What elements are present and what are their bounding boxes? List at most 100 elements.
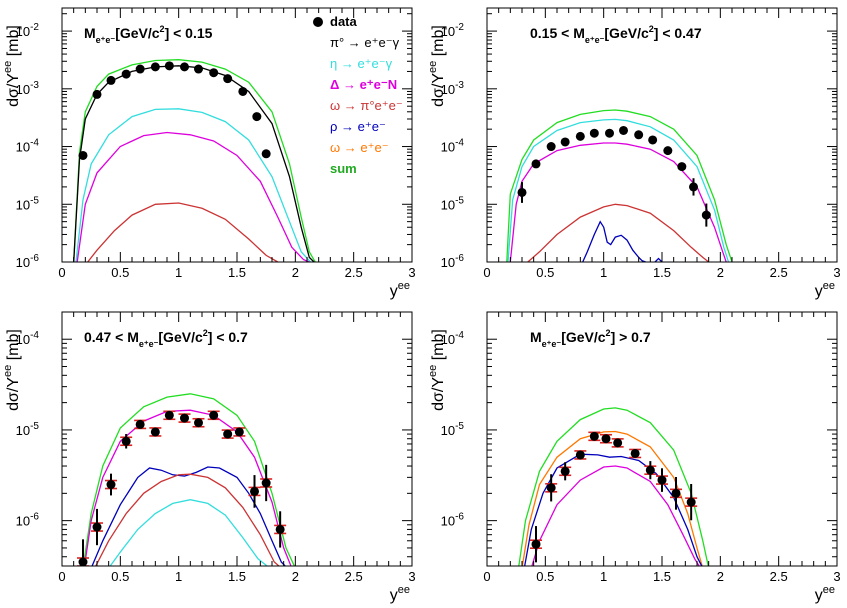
chart-panel-2: 0 0.5 1 1.5 2 2.5 310-610-510-410-310-2yeedσ/Y…	[427, 7, 841, 300]
data-marker	[250, 486, 259, 496]
x-tick-label: 2	[292, 569, 299, 584]
data-marker	[560, 137, 570, 147]
x-axis-title-main: y	[815, 283, 823, 300]
y-tick-base: 10	[16, 24, 30, 39]
y-tick-exponent: -6	[30, 512, 39, 523]
data-marker	[619, 125, 628, 135]
series-line-3	[75, 108, 311, 262]
x-tick-label: 3	[833, 569, 840, 584]
data-marker	[689, 182, 698, 192]
x-axis-title-main: y	[390, 587, 398, 604]
data-point-7	[605, 128, 614, 138]
data-point-13	[252, 112, 262, 122]
data-point-3	[559, 462, 572, 481]
data-marker	[150, 62, 160, 72]
y-tick-exponent: -6	[30, 253, 39, 264]
y-tick-label: 10-4	[16, 330, 40, 347]
x-tick-label: 0.5	[111, 265, 129, 280]
data-marker	[164, 61, 174, 71]
data-marker	[605, 128, 614, 138]
curves	[506, 109, 733, 262]
data-point-7	[611, 438, 624, 448]
series-line-3	[91, 466, 287, 566]
series-line-6	[654, 257, 663, 262]
series-line-4	[95, 473, 280, 566]
x-axis-title-main: y	[390, 283, 398, 300]
y-axis-title-main: dσ/Y	[430, 377, 447, 411]
y-tick-exponent: -6	[455, 512, 464, 523]
y-tick-exponent: -3	[30, 80, 39, 91]
x-axis: 0 0.5 1 1.5 2 2.5 3	[483, 8, 841, 280]
x-tick-label: 0	[483, 569, 490, 584]
data-point-3	[106, 75, 116, 85]
data-marker	[78, 557, 88, 566]
data-point-5	[134, 419, 147, 430]
y-tick-label: 10-5	[16, 195, 40, 212]
data-point-15	[274, 511, 287, 548]
data-point-12	[677, 162, 687, 172]
data-marker	[531, 159, 541, 169]
y-tick-base: 10	[16, 332, 30, 347]
data-marker	[630, 448, 640, 458]
data-marker	[78, 150, 88, 160]
panel-label-rest: [GeV/c	[158, 329, 203, 345]
data-point-7	[163, 410, 176, 421]
data-marker	[121, 69, 131, 79]
legend-entry-3: η → e⁺e⁻γ	[330, 56, 393, 71]
data-marker	[150, 427, 160, 437]
x-tick-label: 2.5	[770, 265, 788, 280]
x-tick-label: 3	[408, 265, 415, 280]
y-axis-title-unit: [mb]	[5, 329, 22, 365]
panel-label: 0.47 < Me⁺e⁻[GeV/c2] < 0.7	[84, 328, 248, 349]
y-tick-base: 10	[441, 332, 455, 347]
x-axis: 0 0.5 1 1.5 2 2.5 3	[58, 8, 416, 280]
x-tick-label: 1.5	[653, 265, 671, 280]
data-point-2	[91, 508, 103, 546]
panel-label-sup: 2	[160, 24, 165, 34]
y-tick-base: 10	[441, 255, 455, 270]
y-tick-base: 10	[441, 423, 455, 438]
series-line-2	[83, 409, 292, 566]
panel-label-tail: ] < 0.15	[165, 25, 213, 41]
x-tick-label: 2.5	[345, 265, 363, 280]
data-point-11	[221, 429, 234, 439]
y-tick-label: 10-2	[441, 22, 465, 39]
y-tick-label: 10-5	[16, 421, 40, 438]
data-marker	[589, 431, 599, 441]
data-point-1	[517, 182, 527, 203]
data-point-4	[560, 137, 570, 147]
data-point-3	[546, 142, 556, 152]
panel-label: Me⁺e⁻[GeV/c2] < 0.15	[84, 24, 213, 45]
legend-label: η → e⁺e⁻γ	[330, 56, 393, 71]
y-tick-base: 10	[441, 140, 455, 155]
legend-entry-5: ω → π°e⁺e⁻	[330, 98, 403, 113]
data-marker	[657, 475, 667, 485]
y-tick-exponent: -4	[455, 330, 464, 341]
data-point-10	[209, 68, 219, 78]
y-axis-title: dσ/Yee [mb]	[427, 329, 447, 411]
y-tick-label: 10-3	[16, 80, 40, 97]
x-tick-label: 1.5	[653, 569, 671, 584]
data-marker	[121, 436, 131, 446]
y-tick-exponent: -4	[30, 138, 39, 149]
x-axis-title-sup: ee	[398, 280, 410, 292]
data-point-2	[545, 474, 558, 502]
panel-label-main: 0.47 < M	[84, 329, 139, 345]
y-tick-base: 10	[16, 514, 30, 529]
x-tick-label: 0.5	[536, 569, 554, 584]
y-tick-label: 10-6	[16, 253, 40, 270]
y-axis-title-main: dσ/Y	[430, 73, 447, 107]
legend-entry-1: data	[313, 14, 358, 29]
y-tick-label: 10-5	[441, 195, 465, 212]
x-tick-label: 2	[717, 569, 724, 584]
data-marker	[634, 130, 644, 140]
data-marker	[671, 488, 681, 498]
data-marker	[648, 135, 658, 145]
data-marker	[531, 539, 541, 549]
x-tick-label: 2.5	[345, 569, 363, 584]
data-marker	[677, 162, 687, 172]
series-line-1	[506, 109, 733, 262]
x-axis-title-sup: ee	[398, 584, 410, 596]
